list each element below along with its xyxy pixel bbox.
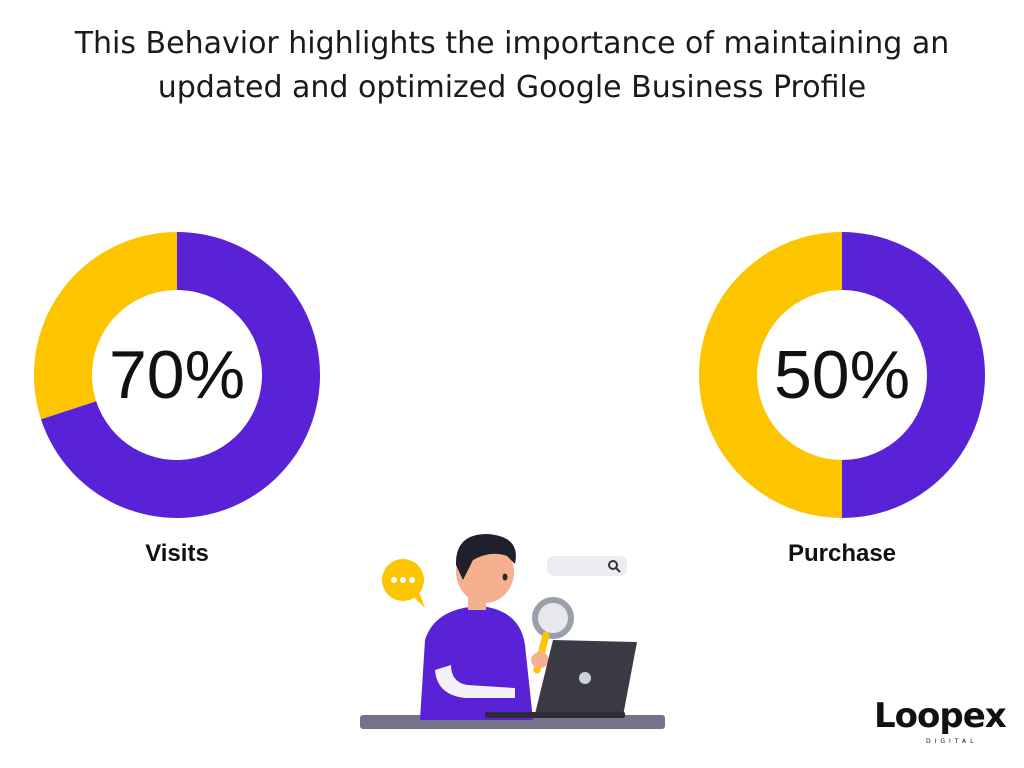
- magnifier-icon: [531, 597, 574, 674]
- donut-chart-purchase: 50%: [699, 232, 985, 518]
- person-searching-laptop-icon: [360, 534, 665, 729]
- donut-slice-visits-1: [34, 232, 177, 420]
- donut-chart-visits: 70%: [34, 232, 320, 518]
- donut-slice-visits-0: [40, 232, 320, 518]
- donut-slice-purchase-0: [842, 232, 985, 518]
- logo-wordmark: Loopex: [874, 696, 1007, 736]
- logo-subtext: DIGITAL: [926, 738, 978, 745]
- donut-svg-visits: [34, 232, 320, 518]
- page-title: This Behavior highlights the importance …: [0, 22, 1024, 110]
- title-line-2: updated and optimized Google Business Pr…: [157, 70, 867, 105]
- chat-bubble-icon: [382, 559, 425, 608]
- laptop-icon: [485, 640, 637, 718]
- search-icon: [547, 556, 627, 576]
- visits-percent-label: 70%: [108, 337, 246, 413]
- purchase-percent-label: 50%: [773, 337, 911, 413]
- title-line-1: This Behavior highlights the importance …: [74, 26, 950, 61]
- purchase-caption: Purchase: [787, 540, 897, 567]
- visits-caption: Visits: [145, 540, 209, 567]
- brand-logo: Loopex DIGITAL: [874, 696, 1007, 750]
- donut-slice-purchase-1: [699, 232, 842, 518]
- donut-svg-purchase: [699, 232, 985, 518]
